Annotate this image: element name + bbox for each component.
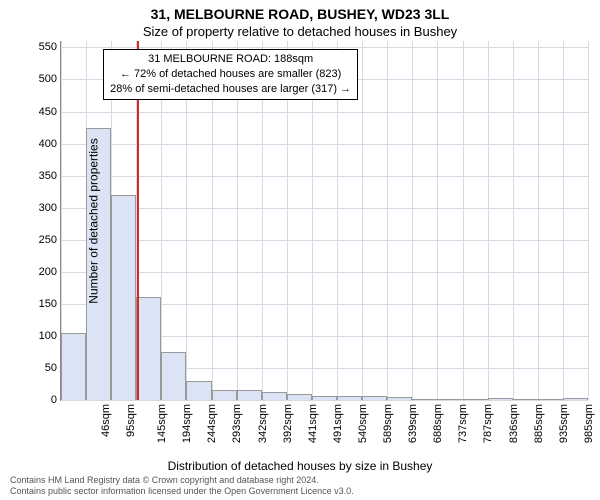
annotation-line-2: ← 72% of detached houses are smaller (82… — [110, 67, 351, 82]
bar — [262, 392, 287, 400]
bar — [136, 297, 161, 400]
bar — [212, 390, 237, 400]
ytick-label: 150 — [39, 298, 61, 310]
bar — [312, 396, 337, 400]
xtick-label: 836sqm — [508, 404, 520, 443]
xtick-label: 46sqm — [100, 404, 112, 437]
bar — [237, 390, 262, 400]
xtick-label: 688sqm — [432, 404, 444, 443]
xtick-label: 293sqm — [232, 404, 244, 443]
annotation-line-3: 28% of semi-detached houses are larger (… — [110, 82, 351, 97]
annotation-line-1: 31 MELBOURNE ROAD: 188sqm — [110, 52, 351, 67]
xtick-label: 441sqm — [307, 404, 319, 443]
xtick-label: 95sqm — [125, 404, 137, 437]
bar — [387, 397, 412, 400]
xtick-label: 737sqm — [457, 404, 469, 443]
gridline-h — [61, 400, 588, 401]
annotation-box: 31 MELBOURNE ROAD: 188sqm ← 72% of detac… — [103, 49, 358, 100]
footer: Contains HM Land Registry data © Crown c… — [0, 473, 600, 498]
gridline-v — [588, 41, 589, 400]
bar — [437, 399, 462, 400]
chart-area: 31 MELBOURNE ROAD: 188sqm ← 72% of detac… — [60, 41, 588, 401]
bar — [563, 398, 588, 400]
ytick-label: 200 — [39, 266, 61, 278]
xtick-label: 491sqm — [332, 404, 344, 443]
page-title: 31, MELBOURNE ROAD, BUSHEY, WD23 3LL — [0, 0, 600, 22]
bar — [161, 352, 186, 400]
ytick-label: 350 — [39, 170, 61, 182]
bar — [111, 195, 136, 400]
xtick-label: 540sqm — [357, 404, 369, 443]
xtick-label: 244sqm — [207, 404, 219, 443]
footer-line-2: Contains public sector information licen… — [10, 486, 600, 497]
ytick-label: 250 — [39, 234, 61, 246]
bar — [488, 398, 513, 400]
page-subtitle: Size of property relative to detached ho… — [0, 22, 600, 41]
ytick-label: 400 — [39, 138, 61, 150]
ytick-label: 0 — [51, 394, 61, 406]
x-axis-label: Distribution of detached houses by size … — [0, 459, 600, 473]
ytick-label: 500 — [39, 73, 61, 85]
xtick-label: 145sqm — [156, 404, 168, 443]
ytick-label: 50 — [45, 362, 61, 374]
bar — [513, 399, 538, 400]
bar — [337, 396, 362, 400]
xtick-label: 392sqm — [282, 404, 294, 443]
xtick-label: 885sqm — [533, 404, 545, 443]
ytick-label: 450 — [39, 106, 61, 118]
bar — [186, 381, 211, 400]
ytick-label: 300 — [39, 202, 61, 214]
bar — [412, 399, 437, 400]
ytick-label: 100 — [39, 330, 61, 342]
xtick-label: 589sqm — [382, 404, 394, 443]
bar — [287, 394, 312, 400]
xtick-label: 194sqm — [181, 404, 193, 443]
xtick-label: 985sqm — [583, 404, 595, 443]
xtick-label: 787sqm — [483, 404, 495, 443]
plot-region: 31 MELBOURNE ROAD: 188sqm ← 72% of detac… — [60, 41, 588, 401]
ytick-label: 550 — [39, 41, 61, 53]
footer-line-1: Contains HM Land Registry data © Crown c… — [10, 475, 600, 486]
bar — [61, 333, 86, 400]
bar — [362, 396, 387, 400]
bar — [538, 399, 563, 400]
bar — [463, 399, 488, 400]
y-axis-label: Number of detached properties — [87, 138, 101, 303]
xtick-label: 935sqm — [558, 404, 570, 443]
xtick-label: 639sqm — [407, 404, 419, 443]
xtick-label: 342sqm — [257, 404, 269, 443]
